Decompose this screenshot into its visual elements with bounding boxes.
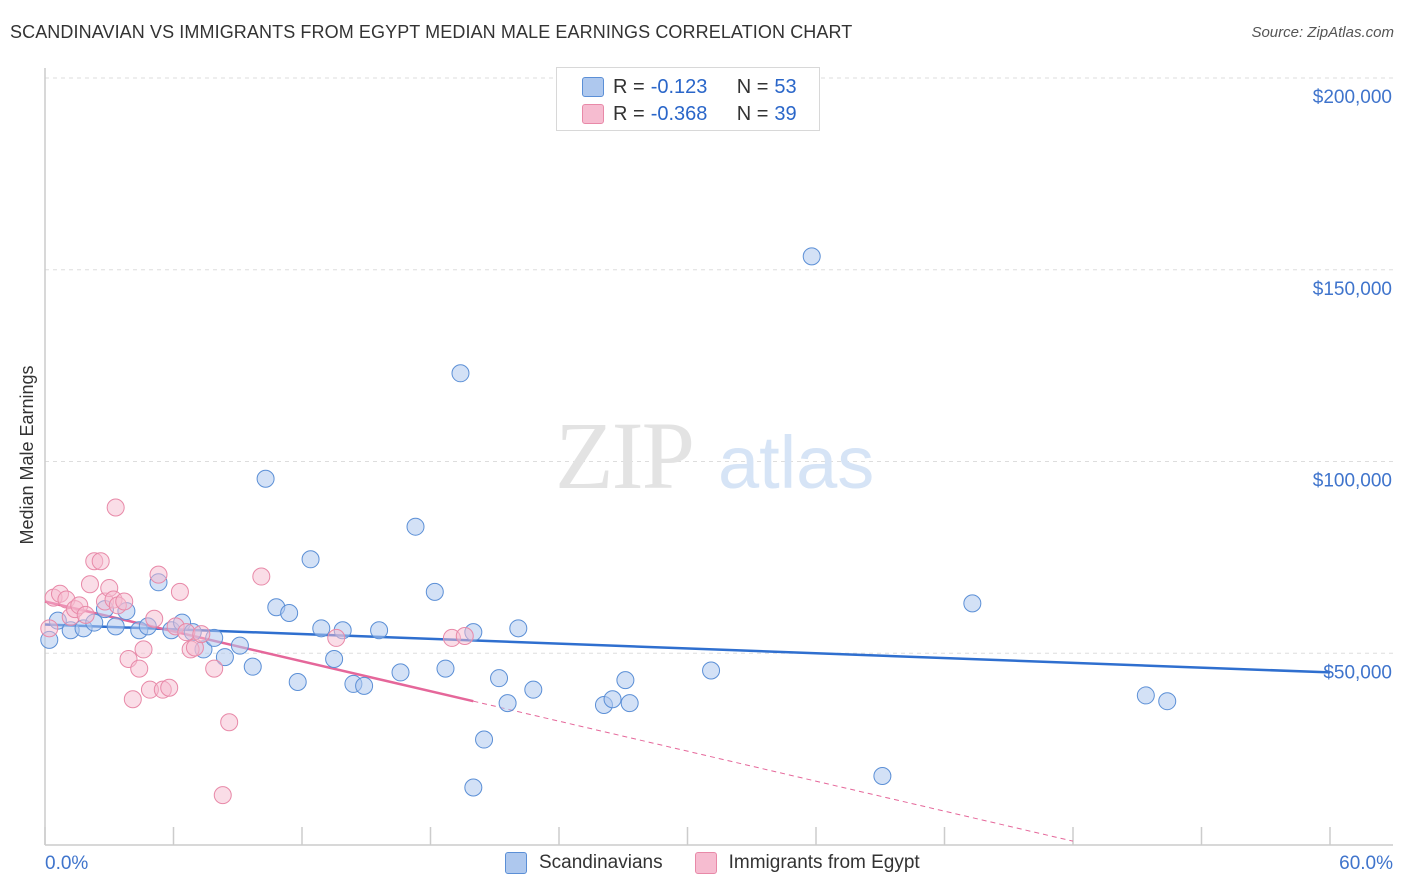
- scandinavian-point: [498, 694, 517, 713]
- n-value: 53: [774, 75, 797, 98]
- scandinavian-point: [230, 636, 249, 655]
- r-value: -0.123: [650, 75, 708, 98]
- egypt-point: [80, 575, 99, 594]
- egypt-point: [145, 609, 164, 628]
- x-tick-label-max: 60.0%: [1339, 853, 1393, 874]
- scandinavian-point: [509, 619, 528, 638]
- y-tick-label: $50,000: [1323, 662, 1392, 683]
- r-label: R =: [613, 75, 645, 98]
- scandinavian-point: [280, 603, 299, 622]
- egypt-point: [455, 626, 474, 645]
- y-tick-label: $200,000: [1313, 87, 1392, 108]
- egypt-point: [134, 640, 153, 659]
- scandinavian-point: [106, 617, 125, 636]
- y-axis-label: Median Male Earnings: [17, 365, 37, 544]
- egypt-point: [106, 498, 125, 517]
- legend-swatch-pink: [694, 852, 717, 874]
- egypt-point: [205, 659, 224, 678]
- grid-lines: [45, 77, 1393, 654]
- scandinavian-point: [873, 766, 892, 785]
- data-points: [40, 247, 1177, 805]
- scandinavian-point: [1158, 692, 1177, 711]
- scandinavian-point: [1136, 686, 1155, 705]
- legend-item-scandinavians[interactable]: Scandinavians: [505, 852, 663, 874]
- source-label: Source: ZipAtlas.com: [1251, 24, 1394, 41]
- r-label: R =: [613, 102, 645, 125]
- scandinavian-point: [243, 657, 262, 676]
- scandinavian-point: [451, 364, 470, 383]
- scandinavian-trend-line: [44, 623, 1331, 674]
- egypt-point: [160, 678, 179, 697]
- axes: [44, 68, 1393, 846]
- egypt-trend-extension: [473, 700, 1074, 842]
- watermark-zip: ZIP: [555, 402, 693, 509]
- stats-legend: R = -0.123 N = 53 R = -0.368 N = 39: [556, 67, 820, 131]
- egypt-point: [76, 605, 95, 624]
- legend-swatch-pink: [582, 104, 604, 124]
- scandinavian-point: [215, 648, 234, 667]
- scandinavian-point: [475, 730, 494, 749]
- legend-label: Scandinavians: [539, 852, 663, 873]
- egypt-point: [170, 582, 189, 601]
- y-tick-label: $150,000: [1313, 279, 1392, 300]
- chart-title: SCANDINAVIAN VS IMMIGRANTS FROM EGYPT ME…: [10, 22, 853, 42]
- stats-row-egypt: R = -0.368 N = 39: [582, 102, 797, 125]
- scandinavian-point: [355, 676, 374, 695]
- y-tick-labels: $50,000 $100,000 $150,000 $200,000: [1313, 87, 1392, 683]
- egypt-point: [177, 623, 196, 642]
- scandinavian-point: [391, 663, 410, 682]
- legend-label: Immigrants from Egypt: [728, 852, 920, 873]
- scandinavian-point: [802, 247, 821, 266]
- scandinavian-point: [603, 690, 622, 709]
- scandinavian-point: [288, 673, 307, 692]
- scandinavian-point: [620, 694, 639, 713]
- scandinavian-point: [301, 550, 320, 569]
- scandinavian-point: [436, 659, 455, 678]
- egypt-point: [91, 552, 110, 571]
- scandinavian-point: [406, 517, 425, 536]
- scandinavian-point: [963, 594, 982, 613]
- n-value: 39: [774, 102, 797, 125]
- scandinavian-point: [325, 650, 344, 669]
- scandinavian-point: [616, 671, 635, 690]
- egypt-point: [40, 619, 59, 638]
- scandinavian-point: [370, 621, 389, 640]
- n-label: N =: [736, 75, 769, 98]
- legend-item-egypt[interactable]: Immigrants from Egypt: [694, 852, 920, 874]
- y-tick-label: $100,000: [1313, 471, 1392, 492]
- series-legend: Scandinavians Immigrants from Egypt: [505, 852, 952, 874]
- scandinavian-point: [702, 661, 721, 680]
- stats-row-scandinavians: R = -0.123 N = 53: [582, 75, 797, 98]
- scandinavian-point: [490, 669, 509, 688]
- egypt-point: [123, 690, 142, 709]
- egypt-point: [327, 628, 346, 647]
- egypt-point: [115, 592, 134, 611]
- r-value: -0.368: [650, 102, 708, 125]
- egypt-point: [220, 713, 239, 732]
- watermark: ZIP atlas: [555, 402, 874, 509]
- n-label: N =: [736, 102, 769, 125]
- x-tick-label-min: 0.0%: [45, 853, 88, 874]
- egypt-point: [130, 659, 149, 678]
- scandinavian-point: [312, 619, 331, 638]
- egypt-point: [192, 625, 211, 644]
- scandinavian-point: [256, 469, 275, 488]
- legend-swatch-blue: [582, 77, 604, 97]
- egypt-point: [252, 567, 271, 586]
- scandinavian-point: [464, 778, 483, 797]
- egypt-point: [213, 786, 232, 805]
- scandinavian-point: [524, 680, 543, 699]
- legend-swatch-blue: [505, 852, 527, 874]
- watermark-atlas: atlas: [718, 421, 874, 504]
- scandinavian-point: [425, 582, 444, 601]
- egypt-point: [149, 565, 168, 584]
- x-tick-labels: 0.0% 60.0%: [45, 853, 1393, 874]
